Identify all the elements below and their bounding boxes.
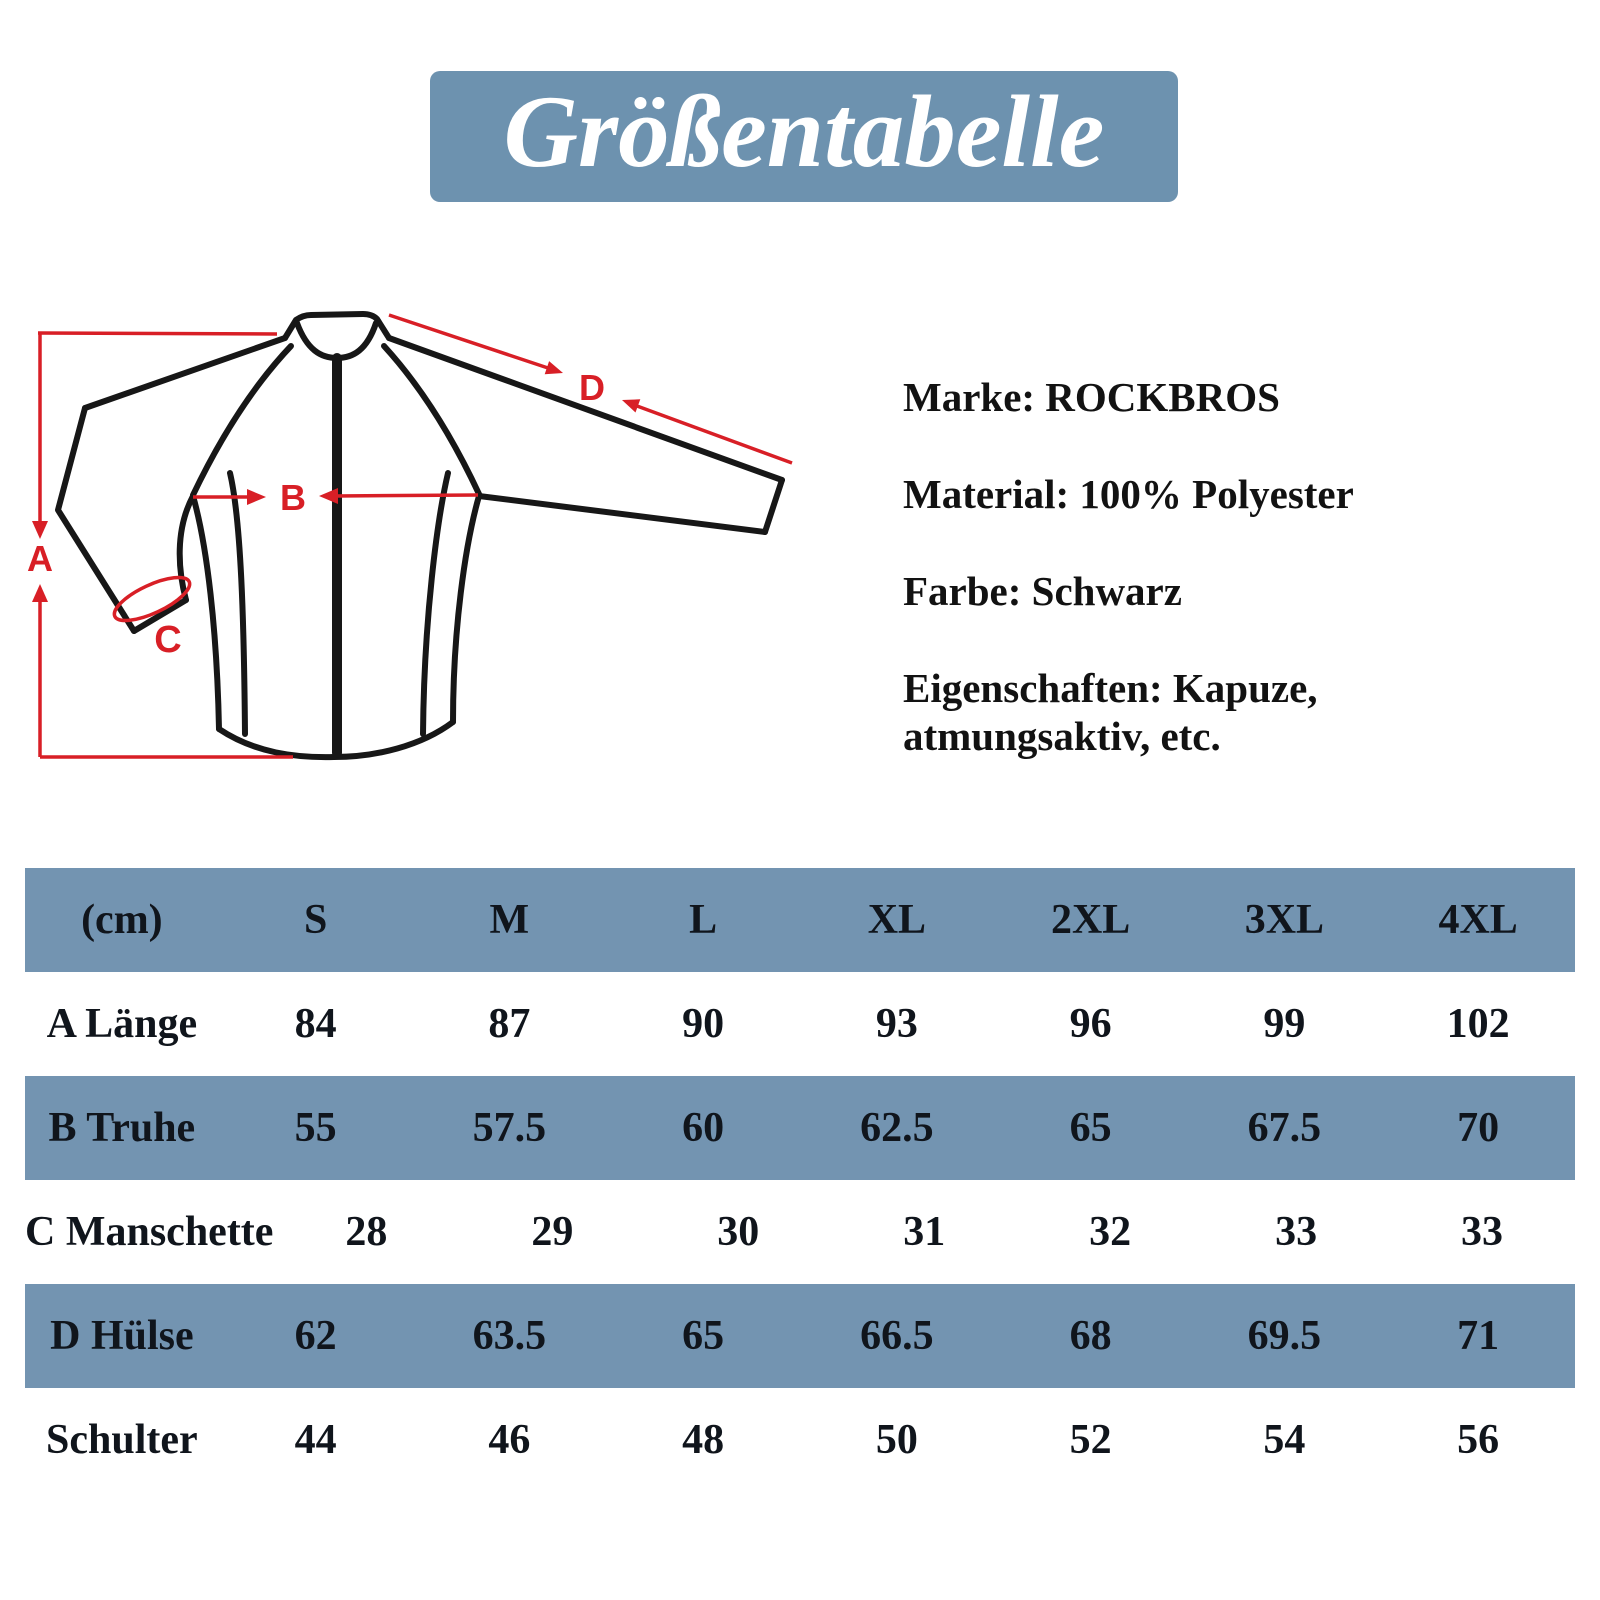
table-row-d-huelse: D Hülse 62 63.5 65 66.5 68 69.5 71 <box>25 1284 1575 1388</box>
measure-label-b: B <box>280 477 306 518</box>
jacket-measurement-diagram: A B C D <box>0 270 820 782</box>
measure-c-cuff-ellipse <box>112 575 192 623</box>
measure-b-right-line <box>334 493 479 498</box>
measure-d-lower-line <box>636 404 793 465</box>
right-shoulder-sleeve-top-edge <box>386 335 785 483</box>
right-raglan-seam <box>381 343 482 497</box>
value-cell: 28 <box>345 1209 388 1255</box>
value-cell: 71 <box>1457 1313 1500 1359</box>
measure-label-d: D <box>579 367 605 408</box>
header-cell-4xl: 4XL <box>1438 897 1518 943</box>
value-cell: 62 <box>294 1313 337 1359</box>
left-sleeve-outer-edge <box>55 405 137 634</box>
value-cell: 84 <box>294 1001 337 1047</box>
size-table: (cm) S M L XL 2XL 3XL 4XL A Länge 84 87 … <box>25 868 1575 1492</box>
header-cell-m: M <box>489 897 530 943</box>
value-cell: 93 <box>875 1001 918 1047</box>
value-cell: 63.5 <box>472 1313 547 1359</box>
measure-label-c: C <box>154 619 181 661</box>
info-material: Material: 100% Polyester <box>903 470 1354 517</box>
left-sleeve-inner-edge <box>176 493 196 603</box>
value-cell: 60 <box>682 1105 725 1151</box>
arrowhead-b-left <box>319 488 338 504</box>
info-brand: Marke: ROCKBROS <box>903 374 1280 420</box>
arrowhead-d-right <box>544 361 563 375</box>
info-color: Farbe: Schwarz <box>903 567 1182 614</box>
row-label: D Hülse <box>50 1313 194 1359</box>
right-side-seam <box>450 493 482 725</box>
table-row-c-manschette: C Manschette 28 29 30 31 32 33 33 <box>25 1180 1575 1284</box>
row-label: A Länge <box>46 1001 198 1047</box>
value-cell: 57.5 <box>472 1105 547 1151</box>
measure-a-top-line <box>37 331 278 336</box>
page-title: Größentabelle <box>503 75 1105 189</box>
value-cell: 48 <box>682 1417 725 1463</box>
value-cell: 87 <box>488 1001 531 1047</box>
value-cell: 96 <box>1069 1001 1112 1047</box>
value-cell: 68 <box>1069 1313 1112 1359</box>
header-cell-xl: XL <box>867 897 927 943</box>
value-cell: 99 <box>1263 1001 1306 1047</box>
value-cell: 90 <box>682 1001 725 1047</box>
value-cell: 46 <box>488 1417 531 1463</box>
value-cell: 69.5 <box>1247 1313 1322 1359</box>
arrowhead-d-left <box>622 399 641 413</box>
right-sleeve-bottom-edge <box>476 493 768 535</box>
value-cell: 33 <box>1461 1209 1504 1255</box>
table-header-row: (cm) S M L XL 2XL 3XL 4XL <box>25 868 1575 972</box>
info-features-line2: atmungsaktiv, etc. <box>903 712 1221 759</box>
row-label: B Truhe <box>48 1105 196 1151</box>
value-cell: 30 <box>717 1209 760 1255</box>
header-cell-unit: (cm) <box>81 897 163 943</box>
right-princess-seam <box>420 470 451 737</box>
value-cell: 66.5 <box>860 1313 934 1359</box>
value-cell: 65 <box>1069 1105 1112 1151</box>
arrowhead-b-right <box>247 489 266 505</box>
collar-outline <box>282 311 392 341</box>
info-features-line1: Eigenschaften: Kapuze, <box>903 664 1318 711</box>
value-cell: 29 <box>531 1209 574 1255</box>
value-cell: 56 <box>1457 1417 1500 1463</box>
value-cell: 102 <box>1446 1001 1510 1047</box>
table-row-schulter: Schulter 44 46 48 50 52 54 56 <box>25 1388 1575 1492</box>
collar-neckline <box>294 320 379 361</box>
value-cell: 33 <box>1275 1209 1318 1255</box>
title-banner: Größentabelle <box>430 71 1178 202</box>
arrowhead-a-up <box>32 584 48 602</box>
value-cell: 50 <box>875 1417 918 1463</box>
row-label: C Manschette <box>25 1209 274 1255</box>
arrowhead-a-down <box>32 521 48 539</box>
product-info: Marke: ROCKBROS Material: 100% Polyester… <box>903 374 1463 761</box>
header-cell-3xl: 3XL <box>1244 897 1325 943</box>
value-cell: 32 <box>1089 1209 1132 1255</box>
header-cell-s: S <box>303 897 328 943</box>
header-cell-2xl: 2XL <box>1050 897 1131 943</box>
left-side-seam <box>190 493 222 732</box>
value-cell: 55 <box>294 1105 337 1151</box>
value-cell: 31 <box>903 1209 946 1255</box>
value-cell: 52 <box>1069 1417 1112 1463</box>
value-cell: 62.5 <box>860 1105 934 1151</box>
table-row-b-truhe: B Truhe 55 57.5 60 62.5 65 67.5 70 <box>25 1076 1575 1180</box>
row-label: Schulter <box>46 1417 198 1463</box>
measure-label-a: A <box>27 538 53 579</box>
jacket-diagram-svg: A B C D <box>27 311 793 761</box>
value-cell: 67.5 <box>1247 1105 1322 1151</box>
value-cell: 65 <box>682 1313 725 1359</box>
left-shoulder-edge <box>82 335 288 411</box>
table-row-a-laenge: A Länge 84 87 90 93 96 99 102 <box>25 972 1575 1076</box>
left-princess-seam <box>227 470 248 737</box>
value-cell: 44 <box>294 1417 337 1463</box>
value-cell: 70 <box>1457 1105 1500 1151</box>
header-cell-l: L <box>689 897 718 943</box>
left-cuff-edge <box>131 597 189 634</box>
measure-d-upper-line <box>388 313 549 370</box>
value-cell: 54 <box>1263 1417 1306 1463</box>
right-cuff-edge <box>762 477 785 535</box>
left-raglan-seam <box>190 343 294 498</box>
